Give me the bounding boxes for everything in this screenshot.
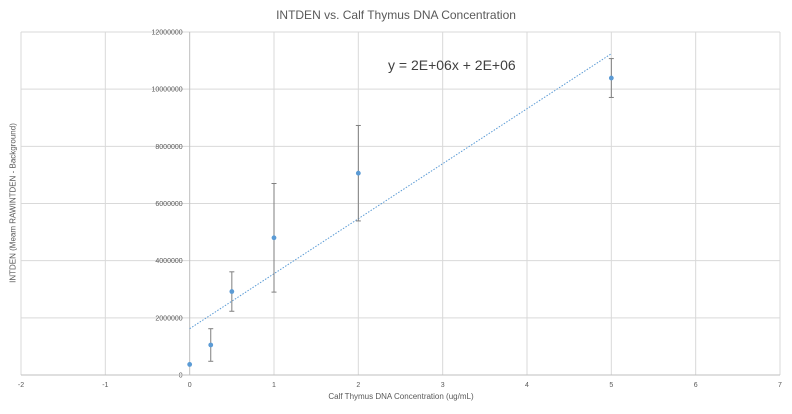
y-tick-label: 12000000	[152, 30, 183, 37]
data-point	[187, 362, 193, 367]
x-axis-label: Calf Thymus DNA Concentration (ug/mL)	[328, 392, 474, 401]
x-tick-label: 1	[272, 382, 276, 389]
trendline	[189, 53, 612, 330]
chart-title: INTDEN vs. Calf Thymus DNA Concentration	[276, 8, 516, 22]
y-tick-label: 0	[179, 373, 183, 380]
data-point	[229, 289, 235, 294]
x-tick-label: 0	[188, 382, 192, 389]
y-tick-label: 4000000	[155, 258, 182, 265]
x-tick-label: 6	[694, 382, 698, 389]
x-tick-label: 5	[609, 382, 613, 389]
x-tick-label: 7	[778, 382, 782, 389]
y-tick-label: 2000000	[155, 315, 182, 322]
x-tick-label: 3	[441, 382, 445, 389]
y-axis-label: INTDEN (Meam RAWINTDEN - Background)	[8, 123, 18, 283]
x-tick-label: 2	[356, 382, 360, 389]
y-tick-label: 8000000	[155, 144, 182, 151]
y-tick-label: 6000000	[155, 201, 182, 208]
data-point	[208, 342, 214, 348]
data-point	[271, 235, 277, 241]
x-tick-label: -1	[102, 382, 108, 389]
x-tick-label: -2	[18, 382, 24, 389]
trendline-equation: y = 2E+06x + 2E+06	[388, 57, 516, 73]
y-tick-label: 10000000	[152, 87, 183, 94]
data-point	[355, 170, 361, 176]
x-tick-label: 4	[525, 382, 529, 389]
data-point	[608, 75, 614, 81]
